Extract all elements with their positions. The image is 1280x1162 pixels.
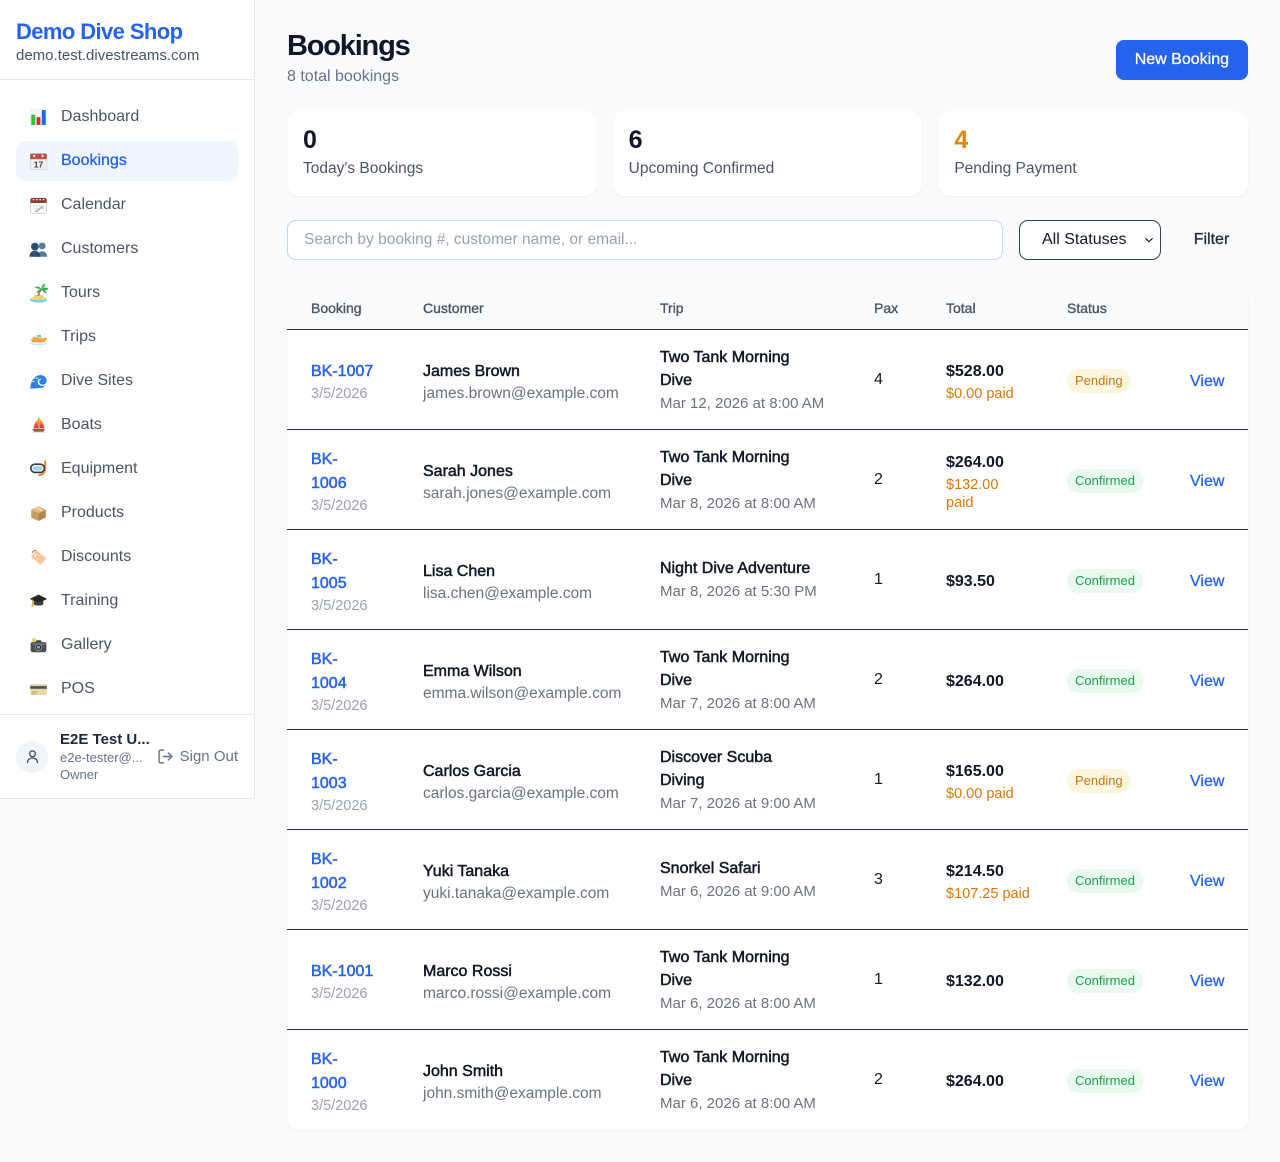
svg-text:17: 17 [34,159,44,169]
